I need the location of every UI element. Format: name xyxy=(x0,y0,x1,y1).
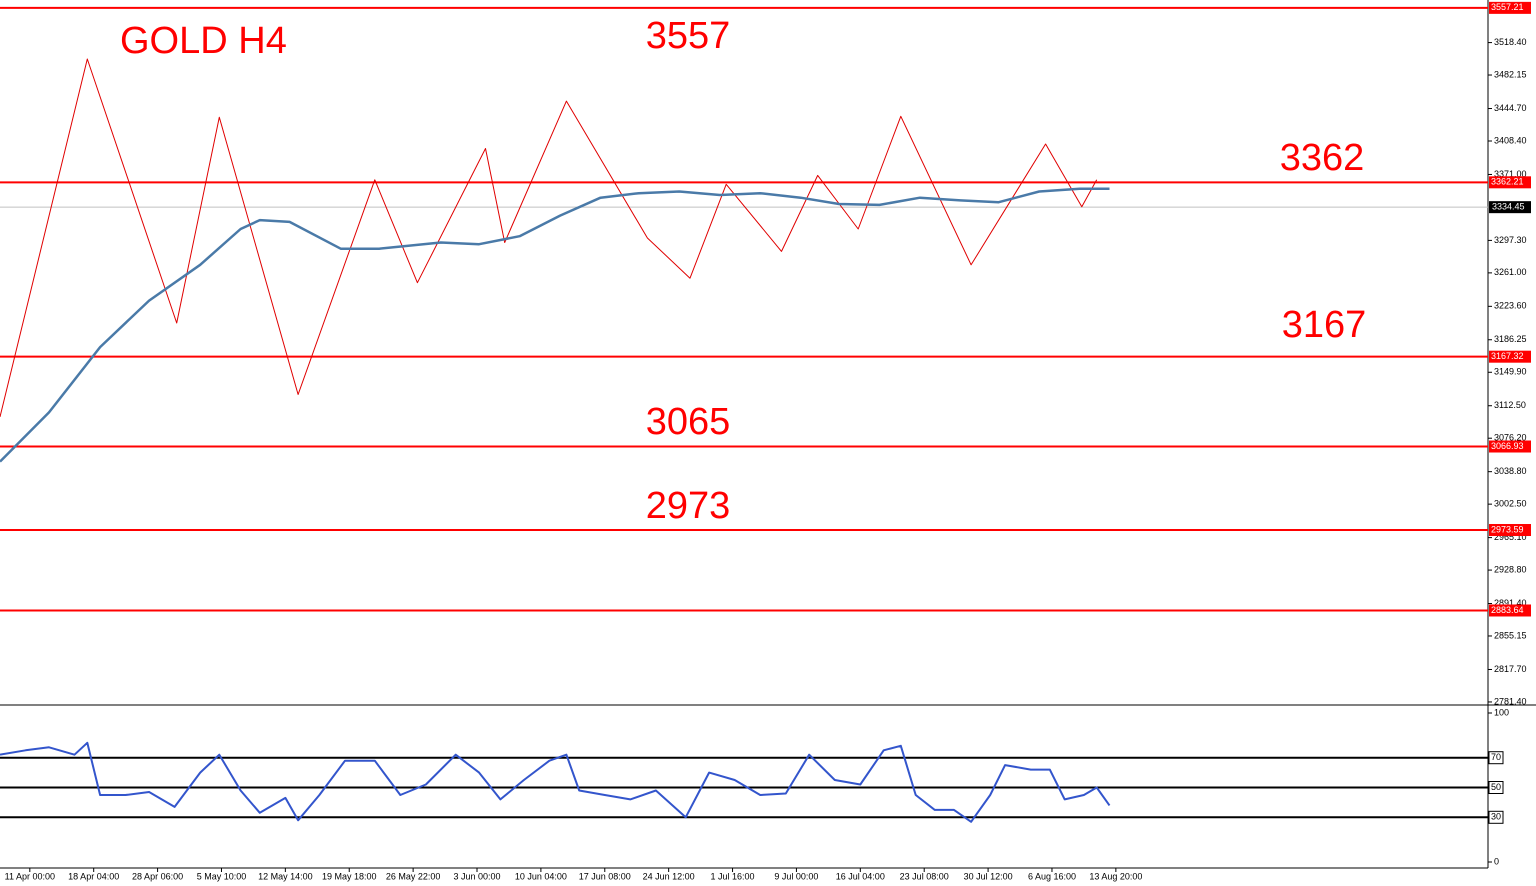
y-tick-label: 3408.40 xyxy=(1494,135,1527,145)
series-line xyxy=(0,741,1111,823)
y-tick-label: 2965.10 xyxy=(1494,532,1527,542)
y-tick-label: 3149.90 xyxy=(1494,367,1527,377)
level-box xyxy=(1488,751,1504,765)
x-tick-label: 13 Aug 20:00 xyxy=(1089,871,1142,881)
x-tick-label: 12 May 14:00 xyxy=(258,871,313,881)
current-price-box xyxy=(1489,201,1531,214)
x-tick-label: 19 May 18:00 xyxy=(322,871,377,881)
level-label: 30 xyxy=(1491,812,1501,822)
level-label: 3362.21 xyxy=(1491,177,1524,187)
current-price-label: 3334.45 xyxy=(1492,202,1525,212)
y-tick-label: 3223.60 xyxy=(1494,301,1527,311)
y-tick-label: 0 xyxy=(1494,856,1499,866)
x-tick-label: 6 Aug 16:00 xyxy=(1028,871,1076,881)
y-tick-label: 2928.80 xyxy=(1494,564,1527,574)
x-tick-label: 16 Jul 04:00 xyxy=(836,871,885,881)
x-tick-label: 5 May 10:00 xyxy=(197,871,247,881)
y-tick-label: 3261.00 xyxy=(1494,267,1527,277)
level-annotation: 3557 xyxy=(646,15,731,57)
y-tick-label: 3186.25 xyxy=(1494,334,1527,344)
level-annotation: 3362 xyxy=(1280,137,1365,179)
y-tick-label: 3112.50 xyxy=(1494,400,1526,410)
x-tick-label: 18 Apr 04:00 xyxy=(68,871,119,881)
series-line xyxy=(0,58,1098,418)
level-label: 70 xyxy=(1491,752,1501,762)
level-box xyxy=(1488,810,1504,824)
y-tick-label: 100 xyxy=(1494,707,1509,717)
y-tick-label: 2817.70 xyxy=(1494,664,1527,674)
level-box xyxy=(1488,781,1504,794)
level-box xyxy=(1489,176,1531,189)
level-annotation: 3065 xyxy=(646,401,731,443)
x-tick-label: 11 Apr 00:00 xyxy=(5,871,55,881)
level-box xyxy=(1489,1,1531,14)
y-tick-label: 3038.80 xyxy=(1494,466,1527,476)
level-box xyxy=(1489,350,1531,363)
level-label: 3167.32 xyxy=(1491,351,1524,361)
level-label: 50 xyxy=(1491,782,1501,792)
x-tick-label: 30 Jul 12:00 xyxy=(964,871,1013,881)
x-tick-label: 28 Apr 06:00 xyxy=(132,871,183,881)
x-tick-label: 24 Jun 12:00 xyxy=(643,871,695,881)
series-line xyxy=(0,187,1110,463)
y-tick-label: 3444.70 xyxy=(1494,103,1527,113)
x-tick-label: 23 Jul 08:00 xyxy=(900,871,949,881)
x-tick-label: 10 Jun 04:00 xyxy=(515,871,567,881)
x-tick-label: 1 Jul 16:00 xyxy=(711,871,755,881)
chart-title: GOLD H4 xyxy=(120,20,287,62)
y-tick-label: 3518.40 xyxy=(1494,37,1527,47)
level-annotation: 2973 xyxy=(646,485,731,527)
level-box xyxy=(1489,524,1531,537)
y-tick-label: 2781.40 xyxy=(1494,696,1527,706)
level-label: 3066.93 xyxy=(1491,441,1524,451)
x-tick-label: 26 May 22:00 xyxy=(386,871,441,881)
x-tick-label: 17 Jun 08:00 xyxy=(579,871,631,881)
y-tick-label: 2891.40 xyxy=(1494,598,1527,608)
level-box xyxy=(1489,440,1531,453)
level-label: 2883.64 xyxy=(1491,605,1524,615)
level-box xyxy=(1489,604,1531,617)
y-tick-label: 3076.20 xyxy=(1494,433,1527,443)
y-tick-label: 3482.15 xyxy=(1494,69,1527,79)
level-annotation: 3167 xyxy=(1282,304,1367,346)
y-tick-label: 2855.15 xyxy=(1494,630,1527,640)
level-label: 2973.59 xyxy=(1491,524,1524,534)
level-label: 3557.21 xyxy=(1491,2,1524,12)
y-tick-label: 3371.00 xyxy=(1494,169,1527,179)
x-tick-label: 3 Jun 00:00 xyxy=(453,871,500,881)
y-tick-label: 3002.50 xyxy=(1494,499,1527,509)
x-tick-label: 9 Jul 00:00 xyxy=(774,871,818,881)
y-tick-label: 3297.30 xyxy=(1494,235,1527,245)
